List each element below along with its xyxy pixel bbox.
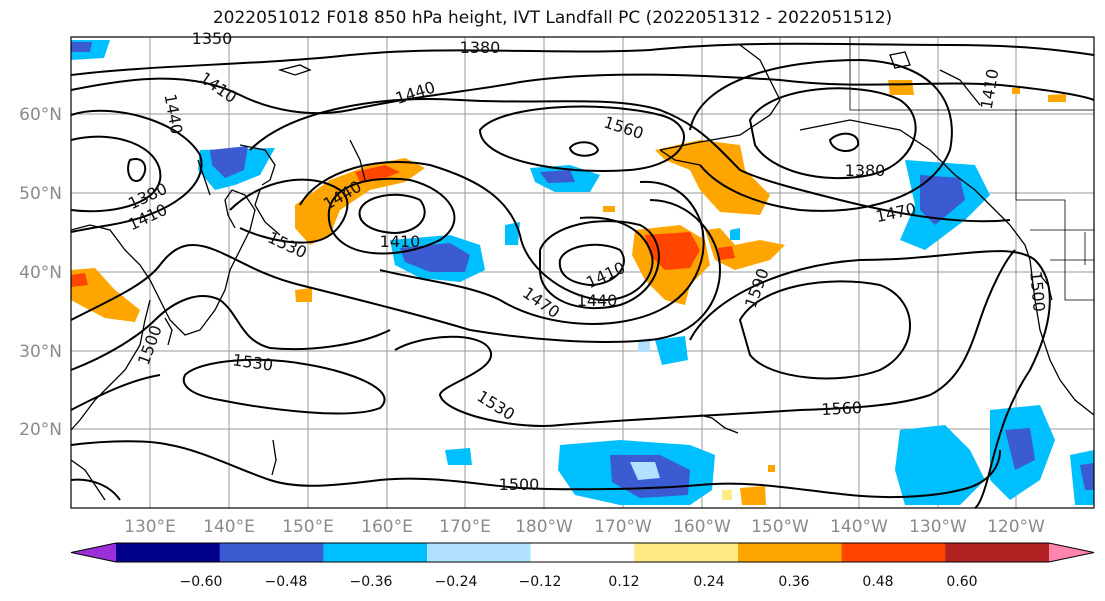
colorbar-segment bbox=[323, 543, 427, 562]
lat-label: 50°N bbox=[19, 184, 62, 204]
colorbar-segment bbox=[531, 543, 635, 562]
lon-label: 130°E bbox=[124, 517, 176, 537]
colorbar-tick-label: −0.36 bbox=[350, 574, 393, 590]
colorbar-segment bbox=[220, 543, 324, 562]
contour-label: 1440 bbox=[577, 291, 618, 310]
colorbar-segment bbox=[945, 543, 1049, 562]
lon-label: 180°W bbox=[515, 517, 573, 537]
lat-label: 20°N bbox=[19, 420, 62, 440]
lon-label: 160°E bbox=[361, 517, 413, 537]
colorbar-tick-label: 0.60 bbox=[946, 574, 977, 590]
contour-label: 1410 bbox=[380, 232, 421, 251]
lon-label: 170°W bbox=[594, 517, 652, 537]
lat-label: 60°N bbox=[19, 105, 62, 125]
lon-label: 120°W bbox=[987, 517, 1045, 537]
lat-label: 30°N bbox=[19, 342, 62, 362]
colorbar-tick-label: −0.48 bbox=[265, 574, 308, 590]
lon-label: 150°W bbox=[751, 517, 809, 537]
colorbar-extend-high bbox=[1049, 543, 1094, 562]
contour-label: 1380 bbox=[460, 38, 501, 57]
contour-label: 1560 bbox=[821, 398, 863, 419]
contour-label: 1380 bbox=[845, 161, 886, 180]
colorbar-segment bbox=[738, 543, 842, 562]
colorbar-tick-label: −0.60 bbox=[180, 574, 223, 590]
colorbar bbox=[71, 543, 1094, 562]
colorbar-tick-label: 0.48 bbox=[862, 574, 893, 590]
lon-label: 170°E bbox=[439, 517, 491, 537]
colorbar-tick-label: 0.24 bbox=[693, 574, 724, 590]
colorbar-segment bbox=[842, 543, 946, 562]
lon-label: 160°W bbox=[673, 517, 731, 537]
colorbar-tick-label: −0.12 bbox=[519, 574, 562, 590]
contour-label: 1500 bbox=[1026, 270, 1048, 312]
colorbar-tick-label: 0.36 bbox=[778, 574, 809, 590]
colorbar-tick-label: 0.12 bbox=[608, 574, 639, 590]
lon-label: 140°E bbox=[203, 517, 255, 537]
colorbar-tick-label: −0.24 bbox=[435, 574, 478, 590]
longitude-labels: 130°E 140°E 150°E 160°E 170°E 180°W 170°… bbox=[124, 517, 1045, 537]
lon-label: 150°E bbox=[282, 517, 334, 537]
colorbar-ticks: −0.60 −0.48 −0.36 −0.24 −0.12 0.12 0.24 … bbox=[180, 574, 978, 590]
latitude-labels: 60°N 50°N 40°N 30°N 20°N bbox=[19, 105, 62, 440]
colorbar-segment bbox=[427, 543, 531, 562]
colorbar-segment bbox=[634, 543, 738, 562]
lat-label: 40°N bbox=[19, 263, 62, 283]
lon-label: 140°W bbox=[830, 517, 888, 537]
contour-label: 1350 bbox=[192, 29, 233, 48]
colorbar-extend-low bbox=[71, 543, 116, 562]
lon-label: 130°W bbox=[909, 517, 967, 537]
colorbar-segment bbox=[116, 543, 220, 562]
contour-label: 1500 bbox=[499, 475, 540, 494]
